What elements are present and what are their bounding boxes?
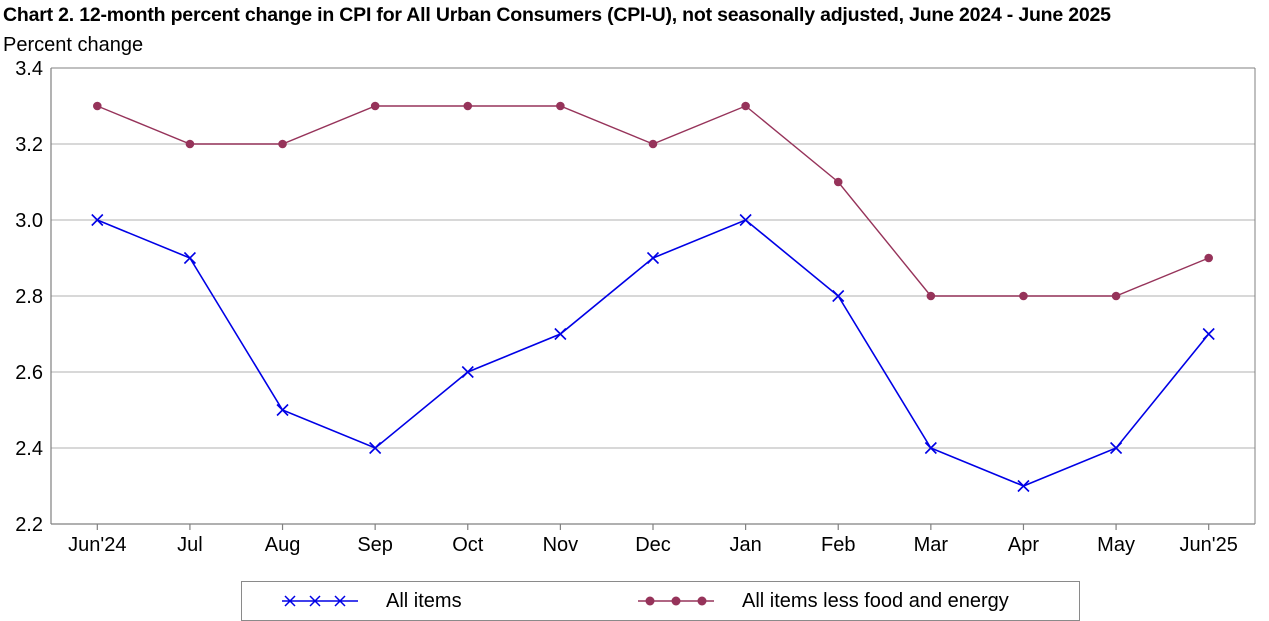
data-point-all-items	[276, 403, 289, 417]
y-tick-label: 2.4	[15, 438, 43, 460]
chart-legend: All items All items less food and energy	[241, 581, 1080, 621]
data-point-all-items	[739, 213, 752, 227]
data-point-core	[1111, 291, 1121, 301]
x-tick-label: Aug	[265, 534, 301, 556]
data-point-core	[1019, 291, 1028, 301]
data-point-all-items	[461, 365, 474, 379]
line-chart: 2.2 2.4 2.6 2.8 3.0 3.2 3.4 Jun'24 Jul Aug Sep Oct N…	[15, 58, 1256, 556]
x-tick-label: May	[1097, 534, 1135, 556]
series-line-all-items	[96, 219, 1210, 487]
y-tick-label: 3.4	[15, 58, 43, 80]
x-tick-label: Jun'24	[68, 534, 126, 556]
legend-label-core: All items less food and energy	[742, 589, 1009, 612]
y-tick-label: 2.2	[15, 514, 43, 536]
data-point-all-items	[832, 289, 845, 303]
data-point-all-items	[1017, 479, 1030, 493]
data-point-core	[926, 291, 936, 301]
data-point-core	[185, 139, 195, 149]
data-point-all-items	[369, 441, 382, 455]
data-point-all-items	[924, 441, 937, 455]
data-point-core	[93, 101, 102, 111]
y-tick-label: 2.8	[15, 286, 43, 308]
data-point-core	[556, 101, 565, 111]
legend-label-all-items: All items	[386, 589, 462, 612]
data-point-all-items	[91, 213, 104, 227]
x-tick-label: Mar	[914, 534, 949, 556]
data-point-all-items	[554, 327, 567, 341]
data-point-core	[741, 101, 750, 111]
data-point-core	[648, 139, 658, 149]
x-tick-label: Nov	[543, 534, 579, 556]
data-point-core	[278, 139, 287, 149]
data-point-all-items	[183, 251, 196, 265]
data-point-all-items	[1110, 441, 1123, 455]
data-point-core	[463, 101, 473, 111]
x-tick-label: Sep	[357, 534, 393, 556]
x-tick-label: Apr	[1008, 534, 1039, 556]
x-tick-label: Jun'25	[1180, 534, 1238, 556]
data-point-core	[370, 101, 380, 111]
data-point-all-items	[1202, 327, 1215, 341]
x-tick-label: Feb	[821, 534, 855, 556]
legend-item-core: All items less food and energy	[636, 588, 1009, 614]
legend-swatch-all-items	[282, 595, 358, 607]
data-point-all-items	[646, 251, 660, 265]
y-tick-label: 3.2	[15, 134, 43, 156]
y-tick-label: 2.6	[15, 362, 43, 384]
x-tick-label: Oct	[452, 534, 484, 556]
data-point-core	[833, 177, 843, 187]
y-tick-label: 3.0	[15, 210, 43, 232]
x-tick-label: Jan	[729, 534, 761, 556]
series-line-core	[97, 105, 1209, 297]
chart-title: Chart 2. 12-month percent change in CPI …	[3, 4, 1111, 26]
data-point-core	[1204, 253, 1213, 263]
y-axis-label: Percent change	[3, 34, 144, 56]
legend-swatch-core	[638, 596, 714, 606]
x-tick-label: Dec	[635, 534, 671, 556]
x-tick-label: Jul	[177, 534, 203, 556]
legend-item-all-items: All items	[280, 588, 462, 614]
